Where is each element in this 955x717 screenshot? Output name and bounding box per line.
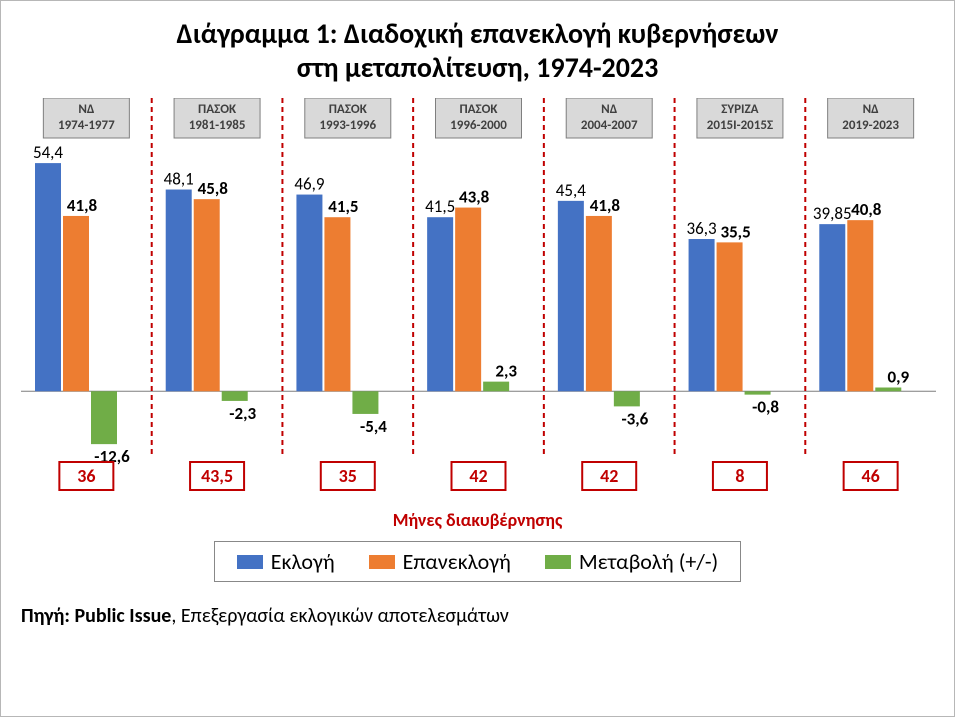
svg-text:1981-1985: 1981-1985 — [189, 118, 246, 133]
svg-text:-0,8: -0,8 — [752, 397, 779, 418]
legend-item-reelection: Επανεκλογή — [369, 548, 511, 575]
chart-area: ΝΔ1974-197754,441,8-12,636ΠΑΣΟΚ1981-1985… — [21, 98, 934, 503]
svg-text:0,9: 0,9 — [887, 367, 909, 388]
svg-text:43,5: 43,5 — [201, 465, 233, 487]
svg-text:45,8: 45,8 — [198, 178, 229, 199]
svg-text:ΣΥΡΙΖΑ: ΣΥΡΙΖΑ — [721, 102, 758, 117]
svg-text:54,4: 54,4 — [33, 142, 63, 163]
svg-text:ΠΑΣΟΚ: ΠΑΣΟΚ — [329, 102, 368, 117]
svg-text:ΝΔ: ΝΔ — [863, 102, 880, 117]
svg-text:ΝΔ: ΝΔ — [78, 102, 95, 117]
svg-text:39,85: 39,85 — [813, 203, 852, 224]
months-caption-text: Μήνες διακυβέρνησης — [393, 509, 563, 531]
svg-text:ΠΑΣΟΚ: ΠΑΣΟΚ — [198, 102, 237, 117]
source-label: Πηγή: Public Issue — [21, 604, 171, 628]
svg-text:41,5: 41,5 — [425, 196, 455, 217]
svg-text:40,8: 40,8 — [851, 199, 882, 220]
svg-text:42: 42 — [469, 465, 487, 487]
svg-text:45,4: 45,4 — [556, 180, 586, 201]
chart-title: Διάγραμμα 1: Διαδοχική επανεκλογή κυβερν… — [21, 17, 934, 84]
svg-text:2004-2007: 2004-2007 — [581, 118, 638, 133]
chart-title-line2: στη μεταπολίτευση, 1974-2023 — [297, 50, 659, 85]
legend: Εκλογή Επανεκλογή Μεταβολή (+/-) — [214, 541, 741, 582]
svg-text:48,1: 48,1 — [164, 169, 194, 190]
svg-text:1993-1996: 1993-1996 — [319, 118, 376, 133]
svg-text:35: 35 — [339, 465, 357, 487]
svg-text:46,9: 46,9 — [294, 174, 324, 195]
legend-swatch-change — [545, 555, 571, 569]
svg-text:2015Ι-2015Σ: 2015Ι-2015Σ — [707, 118, 773, 133]
svg-text:41,8: 41,8 — [67, 195, 98, 216]
legend-swatch-election — [237, 555, 263, 569]
svg-text:42: 42 — [600, 465, 618, 487]
svg-text:-5,4: -5,4 — [360, 416, 387, 437]
svg-text:ΠΑΣΟΚ: ΠΑΣΟΚ — [459, 102, 498, 117]
legend-label-reelection: Επανεκλογή — [403, 548, 511, 575]
legend-swatch-reelection — [369, 555, 395, 569]
svg-text:36: 36 — [77, 465, 95, 487]
reelection-bar-chart: ΝΔ1974-197754,441,8-12,636ΠΑΣΟΚ1981-1985… — [21, 98, 936, 498]
svg-text:41,8: 41,8 — [590, 195, 621, 216]
svg-text:8: 8 — [735, 465, 744, 487]
svg-text:41,5: 41,5 — [328, 196, 358, 217]
legend-item-change: Μεταβολή (+/-) — [545, 548, 718, 575]
source-line: Πηγή: Public Issue, Επεξεργασία εκλογικώ… — [21, 604, 934, 628]
legend-label-change: Μεταβολή (+/-) — [579, 548, 718, 575]
svg-text:36,3: 36,3 — [687, 218, 717, 239]
svg-text:43,8: 43,8 — [459, 187, 490, 208]
legend-label-election: Εκλογή — [271, 548, 335, 575]
legend-item-election: Εκλογή — [237, 548, 335, 575]
svg-text:35,5: 35,5 — [720, 222, 750, 243]
svg-text:-3,6: -3,6 — [621, 409, 648, 430]
svg-text:1974-1977: 1974-1977 — [58, 118, 115, 133]
svg-text:-2,3: -2,3 — [229, 403, 256, 424]
source-rest: , Επεξεργασία εκλογικών αποτελεσμάτων — [171, 604, 509, 628]
svg-text:46: 46 — [862, 465, 880, 487]
chart-title-line1: Διάγραμμα 1: Διαδοχική επανεκλογή κυβερν… — [177, 16, 779, 51]
svg-text:2019-2023: 2019-2023 — [842, 118, 899, 133]
svg-text:ΝΔ: ΝΔ — [601, 102, 618, 117]
svg-text:1996-2000: 1996-2000 — [450, 118, 507, 133]
months-caption: Μήνες διακυβέρνησης — [21, 509, 934, 531]
svg-text:2,3: 2,3 — [495, 361, 517, 382]
